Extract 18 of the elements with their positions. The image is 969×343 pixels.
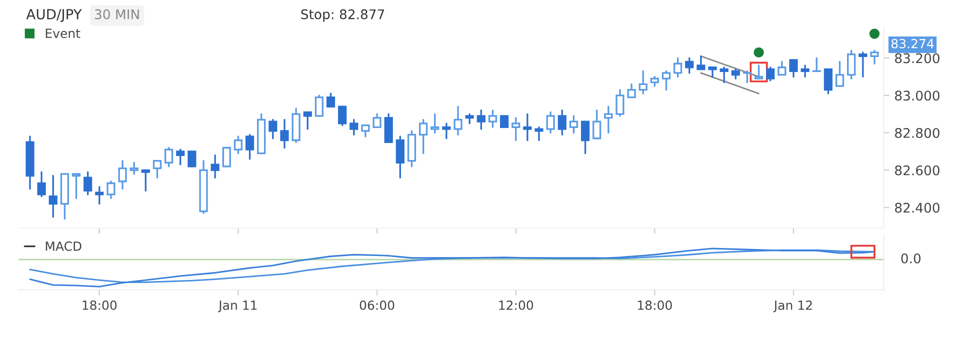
text: Stop: 82.877 xyxy=(301,9,384,22)
x-tick-label: Jan 11 xyxy=(218,300,257,312)
x-tick-label: 12:00 xyxy=(499,300,534,310)
ref-line-label: 0.0 xyxy=(901,253,920,264)
y-tick-label: 83.200 xyxy=(895,53,940,64)
x-tick-label: 06:00 xyxy=(360,300,394,310)
y-tick-label: 82.600 xyxy=(895,165,940,176)
legend-label: Event xyxy=(46,28,80,38)
chart-title: AUD/JPY xyxy=(26,9,82,22)
x-tick-label: Jan 12 xyxy=(773,300,812,312)
chart-subtitle: 30 MIN xyxy=(95,9,139,20)
y-tick-label: 82.800 xyxy=(895,128,940,138)
text: MACD xyxy=(46,241,82,251)
y-tick-label: 82.400 xyxy=(895,202,940,213)
x-tick-label: 18:00 xyxy=(638,300,672,310)
x-tick-label: 18:00 xyxy=(82,300,117,310)
y-tick-label: 83.000 xyxy=(895,90,940,101)
text: 83.274 xyxy=(892,38,934,48)
